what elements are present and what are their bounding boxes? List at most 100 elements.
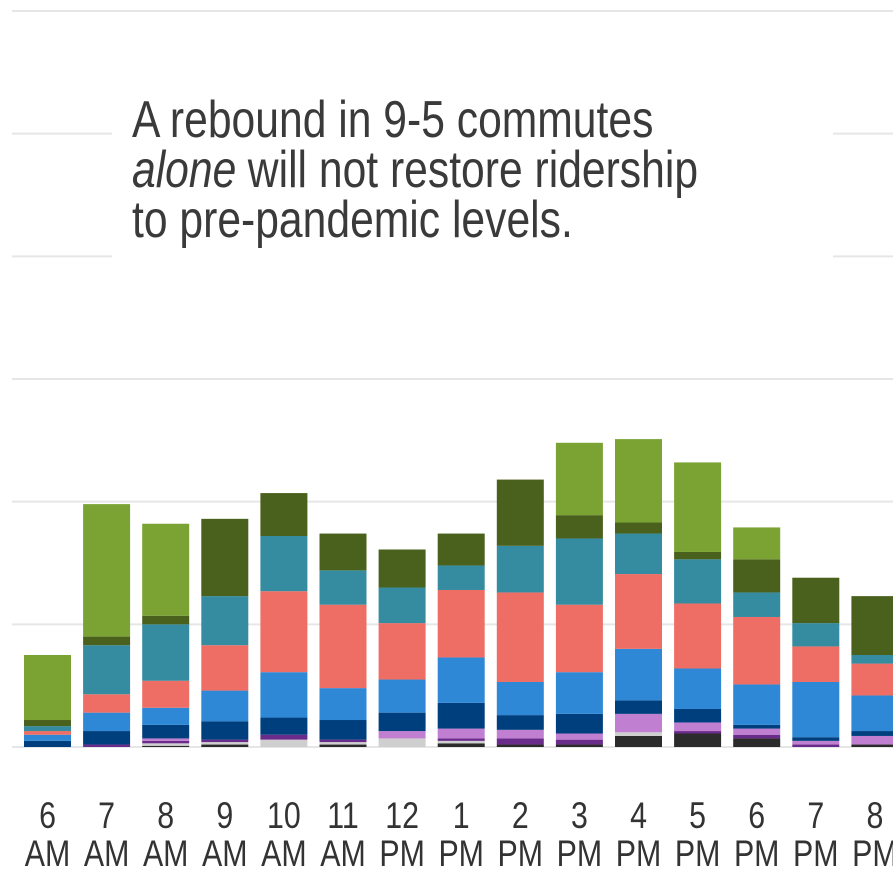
bar-segment <box>201 596 249 646</box>
bar-segment <box>437 740 485 744</box>
bar-segment <box>378 712 426 732</box>
bar-segment <box>24 726 71 732</box>
bar-segment <box>851 735 893 745</box>
x-tick-label: 3 <box>571 795 588 837</box>
x-tick-label: 6 <box>748 795 765 837</box>
x-tick-label: 11 <box>327 795 358 837</box>
bar-segment <box>319 533 367 571</box>
bar-segment <box>733 684 781 725</box>
bar-segment <box>260 739 308 747</box>
bar-segment <box>792 623 840 647</box>
x-tick-label: PM <box>498 833 544 872</box>
bar-segment <box>615 735 662 747</box>
bar-segment <box>674 722 722 732</box>
bar-segment <box>83 731 131 745</box>
bar-segment <box>437 738 485 741</box>
bar-segment <box>733 734 781 739</box>
bar-segment <box>142 724 190 739</box>
x-tick-label: PM <box>852 833 893 872</box>
bar-segment <box>83 712 131 732</box>
bar-segment <box>437 743 485 747</box>
bar-segment <box>851 731 893 736</box>
bar-segment <box>201 518 249 597</box>
bar-segment <box>260 672 308 718</box>
bar-segment <box>142 743 190 746</box>
bar-segment <box>733 559 781 593</box>
x-tick-label: 9 <box>216 795 233 837</box>
bar-segment <box>260 493 308 537</box>
title-text: will not restore ridership <box>247 141 698 199</box>
bar-segment <box>24 740 71 747</box>
bar-segment <box>615 533 662 575</box>
chart-title: to pre-pandemic levels. <box>132 191 573 249</box>
bar-segment <box>555 713 603 734</box>
x-tick-label: PM <box>557 833 603 872</box>
x-tick-label: 6 <box>39 795 56 837</box>
x-tick-label: 7 <box>807 795 824 837</box>
bar-segment <box>496 479 544 546</box>
bar-segment <box>555 744 603 747</box>
bar-segment <box>437 657 485 703</box>
bar-segment <box>733 527 781 560</box>
bar-segment <box>615 732 662 736</box>
bar-segment <box>496 715 544 730</box>
x-tick-label: 8 <box>866 795 883 837</box>
bar-segment <box>378 587 426 624</box>
bar-segment <box>142 523 190 616</box>
bar-segment <box>142 745 190 747</box>
bar-segment <box>142 738 190 741</box>
bar-segment <box>437 702 485 729</box>
bar-segment <box>24 731 71 735</box>
bar-segment <box>733 738 781 747</box>
x-tick-label: AM <box>84 833 130 872</box>
x-tick-label: PM <box>379 833 425 872</box>
bar-segment <box>555 515 603 539</box>
bar-segment <box>260 536 308 592</box>
bar-segment <box>615 713 662 733</box>
bar-segment <box>24 720 71 727</box>
bar-segment <box>378 679 426 713</box>
x-tick-label: PM <box>438 833 484 872</box>
x-tick-label: 8 <box>157 795 174 837</box>
x-tick-label: PM <box>793 833 839 872</box>
x-tick-label: 10 <box>267 795 301 837</box>
x-tick-label: AM <box>143 833 189 872</box>
bar-segment <box>733 616 781 685</box>
chart-title: A rebound in 9-5 commutes <box>132 91 653 149</box>
bar-segment <box>201 739 249 743</box>
bar-segment <box>437 565 485 590</box>
bar-segment <box>83 636 131 646</box>
bar-segment <box>792 744 840 747</box>
bar-segment <box>201 721 249 740</box>
bar-segment <box>437 533 485 566</box>
bar-segment <box>319 744 367 747</box>
bar-segment <box>319 739 367 743</box>
bar-segment <box>260 591 308 673</box>
bar-segment <box>496 545 544 593</box>
bar-segment <box>674 733 722 747</box>
bar-segment <box>378 731 426 739</box>
bar-segment <box>319 688 367 721</box>
bar-segment <box>792 740 840 745</box>
bar-segment <box>851 695 893 732</box>
bar-segment <box>319 742 367 745</box>
x-tick-label: 12 <box>385 795 419 837</box>
x-tick-label: AM <box>25 833 71 872</box>
bar-segment <box>378 623 426 680</box>
bar-segment <box>615 648 662 701</box>
bar-segment <box>496 729 544 739</box>
bar-segment <box>142 615 190 625</box>
bar-segment <box>555 672 603 714</box>
bar-segment <box>615 574 662 649</box>
bar-segment <box>201 645 249 691</box>
bar-segment <box>555 739 603 745</box>
bar-segment <box>496 681 544 716</box>
bar-segment <box>792 646 840 682</box>
bar-segment <box>319 604 367 689</box>
bar-segment <box>378 738 426 747</box>
bar-segment <box>792 681 840 738</box>
bar-segment <box>555 733 603 740</box>
bar-segment <box>201 690 249 722</box>
bar-segment <box>496 744 544 747</box>
